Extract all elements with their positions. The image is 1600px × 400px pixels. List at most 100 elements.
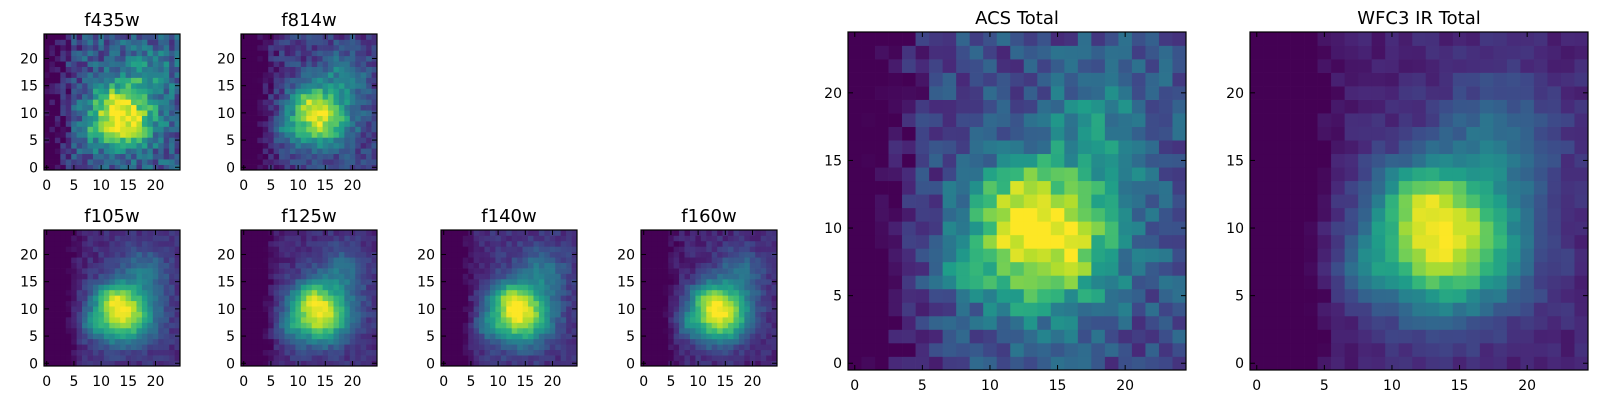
heatmap-cell <box>555 289 562 296</box>
heatmap-cell <box>125 153 132 160</box>
heatmap-cell <box>929 113 943 127</box>
heatmap-cell <box>125 344 132 351</box>
heatmap-cell <box>657 300 664 307</box>
heatmap-cell <box>695 327 702 334</box>
heatmap-cell <box>300 300 307 307</box>
heatmap-cell <box>141 110 148 116</box>
heatmap-cell <box>473 300 480 307</box>
heatmap-cell <box>49 77 56 84</box>
heatmap-cell <box>54 72 61 78</box>
heatmap-cell <box>738 257 745 263</box>
heatmap-cell <box>273 355 280 361</box>
heatmap-cell <box>355 93 362 100</box>
heatmap-cell <box>92 344 99 351</box>
heatmap-cell <box>1520 315 1535 330</box>
heatmap-cell <box>722 268 729 274</box>
heatmap-cell <box>114 306 121 312</box>
heatmap-cell <box>273 360 280 367</box>
heatmap-cell <box>328 251 334 258</box>
heatmap-cell <box>1371 261 1386 276</box>
heatmap-cell <box>717 278 723 285</box>
heatmap-cell <box>733 289 740 296</box>
heatmap-cell <box>1077 275 1092 290</box>
heatmap-cell <box>1023 45 1038 60</box>
heatmap-cell <box>1560 221 1575 236</box>
heatmap-cell <box>257 82 264 89</box>
heatmap-cell <box>1439 207 1454 222</box>
heatmap-cell <box>82 153 88 160</box>
heatmap-cell <box>983 59 998 73</box>
heatmap-cell <box>360 137 367 144</box>
heatmap-cell <box>1412 180 1427 195</box>
heatmap-cell <box>120 360 126 367</box>
heatmap-cell <box>1479 356 1494 371</box>
heatmap-cell <box>371 88 378 95</box>
heatmap-cell <box>360 246 367 253</box>
heatmap-cell <box>273 126 280 133</box>
heatmap-cell <box>755 333 762 340</box>
heatmap-cell <box>169 110 175 116</box>
heatmap-cell <box>848 302 862 317</box>
heatmap-cell <box>462 311 469 318</box>
heatmap-cell <box>711 322 718 329</box>
heatmap-cell <box>136 230 143 236</box>
heatmap-cell <box>771 262 778 269</box>
heatmap-cell <box>103 99 110 106</box>
heatmap-cell <box>371 34 378 40</box>
heatmap-cell <box>555 355 562 361</box>
heatmap-cell <box>711 268 718 274</box>
heatmap-cell <box>528 251 534 258</box>
heatmap-cell <box>268 311 274 318</box>
heatmap-cell <box>152 93 159 100</box>
heatmap-cell <box>317 82 323 89</box>
heatmap-cell <box>317 126 323 133</box>
heatmap-cell <box>371 66 378 73</box>
heatmap-cell <box>71 327 77 334</box>
heatmap-cell <box>506 295 513 302</box>
heatmap-cell <box>662 349 669 356</box>
heatmap-cell <box>544 284 551 291</box>
heatmap-cell <box>152 338 159 345</box>
heatmap-cell <box>733 349 740 356</box>
heatmap-cell <box>1104 126 1119 141</box>
heatmap-cell <box>273 327 280 334</box>
heatmap-cell <box>1172 221 1187 236</box>
heatmap-cell <box>861 248 876 263</box>
heatmap-cell <box>295 344 302 351</box>
heatmap-cell <box>87 360 94 367</box>
heatmap-cell <box>279 262 285 269</box>
heatmap-cell <box>344 121 351 127</box>
heatmap-cell <box>109 322 116 329</box>
heatmap-cell <box>241 349 247 356</box>
heatmap-cell <box>349 273 356 280</box>
heatmap-cell <box>457 338 464 345</box>
heatmap-cell <box>738 268 745 274</box>
heatmap-cell <box>114 278 121 285</box>
heatmap-cell <box>268 104 274 111</box>
heatmap-cell <box>103 289 110 296</box>
heatmap-cell <box>279 235 285 242</box>
heatmap-cell <box>131 72 137 78</box>
heatmap-cell <box>246 338 253 345</box>
heatmap-cell <box>322 50 329 57</box>
heatmap-cell <box>657 360 664 367</box>
heatmap-cell <box>679 278 685 285</box>
heatmap-cell <box>125 77 132 84</box>
heatmap-cell <box>98 311 105 318</box>
heatmap-cell <box>662 251 669 258</box>
heatmap-cell <box>942 99 957 114</box>
heatmap-cell <box>54 240 61 247</box>
heatmap-cell <box>322 289 329 296</box>
heatmap-cell <box>468 317 474 323</box>
heatmap-cell <box>495 300 502 307</box>
heatmap-cell <box>473 327 480 334</box>
heatmap-cell <box>120 44 126 51</box>
heatmap-cell <box>457 289 464 296</box>
heatmap-cell <box>1010 329 1025 344</box>
heatmap-cell <box>120 355 126 361</box>
heatmap-cell <box>511 306 518 312</box>
heatmap-cell <box>284 110 291 116</box>
heatmap-cell <box>1479 234 1494 249</box>
heatmap-cell <box>147 268 154 274</box>
heatmap-cell <box>733 333 740 340</box>
